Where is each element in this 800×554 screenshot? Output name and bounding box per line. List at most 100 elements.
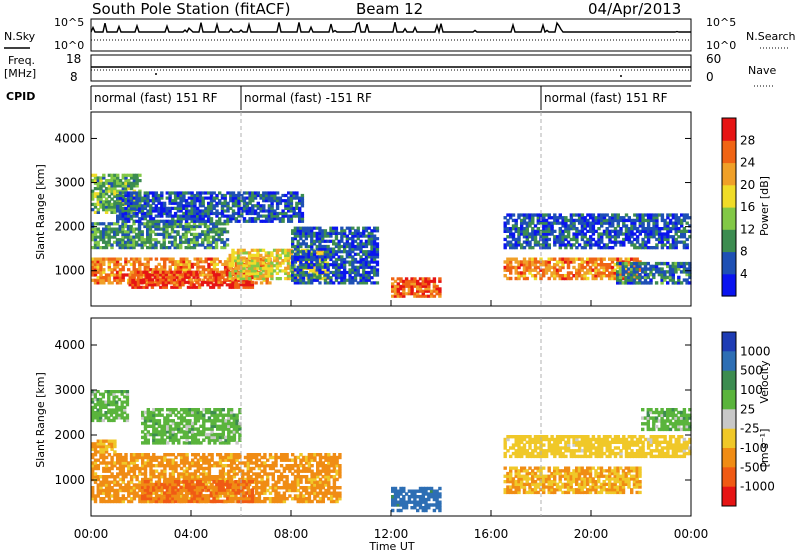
- power-cell: [228, 271, 232, 275]
- velocity-cell: [141, 477, 145, 482]
- power-cell: [143, 224, 147, 229]
- velocity-cell: [307, 464, 312, 468]
- velocity-cell: [282, 455, 287, 460]
- power-cell: [580, 265, 584, 270]
- velocity-cell: [199, 486, 203, 490]
- power-cell: [168, 209, 172, 213]
- power-cell: [127, 268, 131, 272]
- power-cell: [110, 227, 114, 231]
- power-cell: [351, 281, 355, 285]
- power-cell: [292, 206, 296, 210]
- power-cell: [629, 267, 634, 271]
- velocity-cell: [163, 477, 167, 482]
- power-cell: [503, 260, 507, 264]
- power-cell: [113, 179, 117, 183]
- power-cell: [209, 270, 213, 274]
- power-cell: [520, 224, 524, 228]
- velocity-cell: [254, 477, 259, 482]
- power-cell: [660, 235, 665, 239]
- power-cell: [605, 221, 609, 225]
- power-cell: [564, 257, 568, 261]
- power-cell: [93, 176, 98, 180]
- power-cell: [201, 265, 206, 269]
- power-cell: [182, 276, 186, 280]
- power-cell: [172, 285, 177, 289]
- velocity-cell: [154, 455, 159, 460]
- velocity-cell: [124, 497, 128, 501]
- power-cell: [242, 277, 246, 281]
- power-cell: [102, 181, 106, 185]
- power-cell: [564, 246, 568, 250]
- power-cell: [248, 219, 252, 223]
- power-cell: [179, 222, 183, 226]
- power-cell: [234, 193, 238, 198]
- velocity-cell: [218, 475, 223, 479]
- velocity-cell: [218, 494, 223, 498]
- power-cell: [162, 232, 166, 236]
- power-cell: [140, 246, 144, 250]
- power-cell: [583, 232, 587, 236]
- power-cell: [201, 201, 205, 205]
- velocity-cell: [293, 497, 298, 501]
- power-cell: [373, 247, 377, 251]
- power-cell: [511, 265, 516, 270]
- power-cell: [168, 273, 172, 277]
- power-cell: [173, 230, 177, 234]
- power-cell: [503, 243, 507, 247]
- power-cell: [638, 278, 642, 282]
- velocity-cell: [210, 477, 214, 482]
- power-cell: [113, 173, 117, 177]
- power-cell: [135, 193, 139, 198]
- power-cell: [608, 257, 612, 261]
- power-cell: [509, 243, 513, 247]
- power-cell: [304, 263, 308, 267]
- power-cell: [184, 238, 188, 242]
- power-cell: [660, 227, 665, 231]
- power-cell: [396, 287, 400, 291]
- power-cell: [602, 216, 607, 220]
- power-cell: [190, 265, 195, 269]
- velocity-cell: [321, 461, 325, 465]
- power-cell: [226, 257, 231, 261]
- velocity-cell: [291, 497, 295, 501]
- power-cell: [235, 262, 239, 266]
- power-cell: [187, 209, 192, 213]
- power-cell: [542, 274, 546, 278]
- power-cell: [517, 240, 521, 244]
- velocity-cell: [96, 464, 100, 468]
- power-cell: [348, 242, 352, 246]
- velocity-cell: [93, 480, 98, 484]
- power-cell: [370, 229, 374, 233]
- power-cell: [638, 221, 642, 225]
- power-cell: [157, 196, 161, 200]
- power-cell: [624, 235, 629, 239]
- velocity-cell: [229, 461, 234, 465]
- power-cell: [206, 230, 210, 234]
- power-cell: [348, 276, 352, 280]
- power-cell: [332, 255, 336, 259]
- velocity-cell: [227, 458, 231, 462]
- power-cell: [168, 232, 172, 236]
- power-cell: [275, 214, 280, 218]
- power-cell: [605, 218, 609, 223]
- power-cell: [329, 231, 333, 235]
- power-cell: [298, 219, 302, 223]
- power-cell: [168, 191, 172, 195]
- power-cell: [148, 235, 153, 239]
- velocity-cell: [174, 461, 178, 465]
- power-cell: [544, 246, 549, 250]
- power-cell: [162, 222, 166, 226]
- power-cell: [113, 184, 117, 188]
- power-cell: [261, 266, 266, 270]
- power-cell: [644, 229, 648, 233]
- power-cell: [594, 260, 598, 264]
- velocity-cell: [318, 497, 323, 501]
- power-cell: [660, 232, 665, 236]
- velocity-cell: [204, 477, 209, 482]
- velocity-cell: [279, 455, 284, 460]
- power-cell: [558, 235, 562, 239]
- velocity-cell: [293, 486, 298, 490]
- power-cell: [209, 275, 213, 279]
- power-cell: [589, 243, 593, 247]
- power-cell: [353, 247, 358, 251]
